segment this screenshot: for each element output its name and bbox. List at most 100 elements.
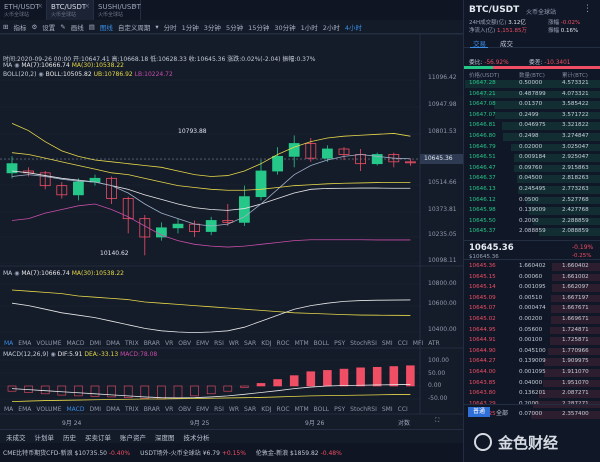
bid-row[interactable]: 10644.90 0.045100 1.770966 [464,347,600,356]
tab-trade[interactable]: 交易 [473,40,486,48]
ask-row[interactable]: 10645.98 0.139009 2.427768 [464,207,600,215]
ask-row[interactable]: 10646.51 0.009184 2.925047 [464,154,600,162]
toolbar-chart-line[interactable]: 图线 [99,23,113,32]
ask-row[interactable]: 10646.12 0.0500 2.527768 [464,196,600,205]
indicator-tab[interactable]: MTM [294,406,309,413]
indicator-tab[interactable]: WR [228,406,239,413]
indicator-tab[interactable]: CCI [397,406,408,413]
ask-row[interactable]: 10647.07 0.2499 3.571722 [464,111,600,120]
indicator-tab[interactable]: BRAR [143,340,161,347]
indicator-tab[interactable]: MACD [66,406,85,413]
indicator-tab[interactable]: TRIX [124,406,139,413]
bid-row[interactable]: 10645.09 0.00510 1.667197 [464,294,600,303]
indicator-tab[interactable]: KDJ [261,406,272,413]
indicator-tab[interactable]: VOLUME [36,340,62,347]
tab-depth-chart[interactable]: 深度图 [155,433,175,442]
ticker-item[interactable]: 伦敦金-新浪 $1859.82 -0.48% [256,448,342,457]
ask-row[interactable]: 10645.50 0.2000 2.288859 [464,217,600,226]
bid-row[interactable]: 10643.80 0.136201 2.087271 [464,390,600,398]
ask-row[interactable]: 10646.13 0.245495 2.773263 [464,186,600,194]
ticker-item[interactable]: USDT场外-火币全球站 ¥6.79 +0.15% [140,448,246,457]
ask-row[interactable]: 10646.47 0.09760 2.915863 [464,164,600,173]
tab-btc-usdt[interactable]: BTC/USDT 火币全球站 × [47,0,94,20]
bid-row[interactable]: 10644.00 0.001095 1.911070 [464,369,600,377]
indicator-tab[interactable]: EMA [18,406,32,413]
fullscreen-icon[interactable]: ⛶ [435,417,440,424]
period-1h[interactable]: 1小时 [300,23,318,32]
tab-eth-usdt[interactable]: ETH/USDT 火币全球站 × [0,0,47,20]
indicator-tab[interactable]: EMV [196,340,210,347]
bid-row[interactable]: 10644.91 0.00100 1.725871 [464,337,600,345]
chart-line-icon[interactable]: ▤ [88,22,95,31]
indicator-tab[interactable]: VOLUME [36,406,62,413]
indicator-tab[interactable]: BRAR [143,406,161,413]
indicator-tab[interactable]: StochRSI [350,406,377,413]
indicator-tab[interactable]: SAR [244,406,257,413]
indicator-icon[interactable]: ⊞ [3,22,9,31]
period-15min[interactable]: 15分钟 [248,23,270,32]
indicator-tab[interactable]: DMA [106,406,120,413]
more-icon[interactable]: ⋮ [583,4,592,14]
ask-row[interactable]: 10647.08 0.01370 3.585422 [464,101,600,109]
period-5min[interactable]: 5分钟 [225,23,244,32]
indicator-tab[interactable]: SMI [381,406,393,413]
bid-row[interactable]: 10644.27 0.139009 1.909975 [464,358,600,367]
ask-row[interactable]: 10646.37 0.04500 2.818263 [464,175,600,184]
indicator-tab[interactable]: MA [4,340,14,347]
bid-row[interactable]: 10645.15 0.00060 1.661002 [464,273,600,282]
period-30min[interactable]: 30分钟 [274,23,296,32]
tab-plan-orders[interactable]: 计划单 [34,433,55,442]
indicator-tab[interactable]: PSY [334,340,346,347]
eye-icon[interactable]: ◉ [14,270,20,277]
ask-row[interactable]: 10646.80 0.2498 3.274847 [464,133,600,141]
indicator-tab[interactable]: PSY [334,406,346,413]
indicator-tab[interactable]: TRIX [124,340,139,347]
chart-type-select[interactable]: 自定义周期 [117,23,151,32]
close-icon[interactable]: × [37,2,43,10]
eye-icon[interactable]: ◉ [14,62,20,69]
period-3min[interactable]: 3分钟 [203,23,221,32]
indicator-tab[interactable]: ATR [428,340,440,347]
gear-icon[interactable]: ⚙ [31,22,38,31]
period-4h[interactable]: 4小时 [344,23,363,32]
tab-sushi-usdt[interactable]: SUSHI/USDT 火币全球站 × [94,0,141,20]
bid-row[interactable]: 10644.95 0.05600 1.724871 [464,326,600,335]
bid-row[interactable]: 10645.07 0.000474 1.667671 [464,305,600,314]
indicator-tab[interactable]: VR [165,406,174,413]
indicator-tab[interactable]: DMI [89,340,102,347]
tab-deals[interactable]: 成交 [500,40,513,48]
indicator-tab[interactable]: MTM [294,340,309,347]
bid-row[interactable]: 10645.02 0.00200 1.669671 [464,316,600,324]
indicator-tab[interactable]: BOLL [313,340,330,347]
bid-row[interactable]: 10643.85 0.04000 1.951070 [464,379,600,388]
indicator-tab[interactable]: EMV [196,406,210,413]
period-fenshi[interactable]: 分时 [163,23,177,32]
ask-row[interactable]: 10645.37 2.088859 2.088859 [464,228,600,237]
tab-technical-analysis[interactable]: 技术分析 [183,433,210,442]
tab-history[interactable]: 历史 [63,433,76,442]
tab-all[interactable]: 全部 [496,410,509,417]
tab-open-orders[interactable]: 未成交 [6,433,26,442]
ask-row[interactable]: 10647.21 0.487899 4.073321 [464,90,600,99]
indicator-tab[interactable]: StochRSI [350,340,377,347]
kline-chart[interactable]: 时间:2020-09-26 00:00 开:10647.41 高:10668.1… [0,34,463,429]
indicator-tab[interactable]: SMI [381,340,393,347]
indicator-tab[interactable]: VR [165,340,174,347]
close-icon[interactable]: × [131,2,137,10]
eye-icon[interactable]: ◉ [38,71,44,78]
eye-icon[interactable]: ◉ [50,351,56,358]
period-2h[interactable]: 2小时 [322,23,340,32]
indicator-tab[interactable]: MA [4,406,14,413]
indicator-tab[interactable]: KDJ [261,340,272,347]
indicator-tab[interactable]: DMI [89,406,102,413]
ticker-item[interactable]: CME比特币期货CFD-新浪 $10735.50 -0.40% [3,448,130,457]
bid-row[interactable]: 10645.36 1.660402 1.660402 [464,263,600,271]
indicator-tab[interactable]: EMA [18,340,32,347]
close-icon[interactable]: × [84,2,90,10]
indicator-tab[interactable]: OBV [178,340,192,347]
indicator-tab[interactable]: MACD [66,340,85,347]
toolbar-settings[interactable]: 设置 [42,23,56,32]
toolbar-indicators[interactable]: 指标 [13,23,27,32]
tab-normal[interactable]: 普通 [468,407,490,417]
log-scale-toggle[interactable]: 对数 [398,420,411,427]
